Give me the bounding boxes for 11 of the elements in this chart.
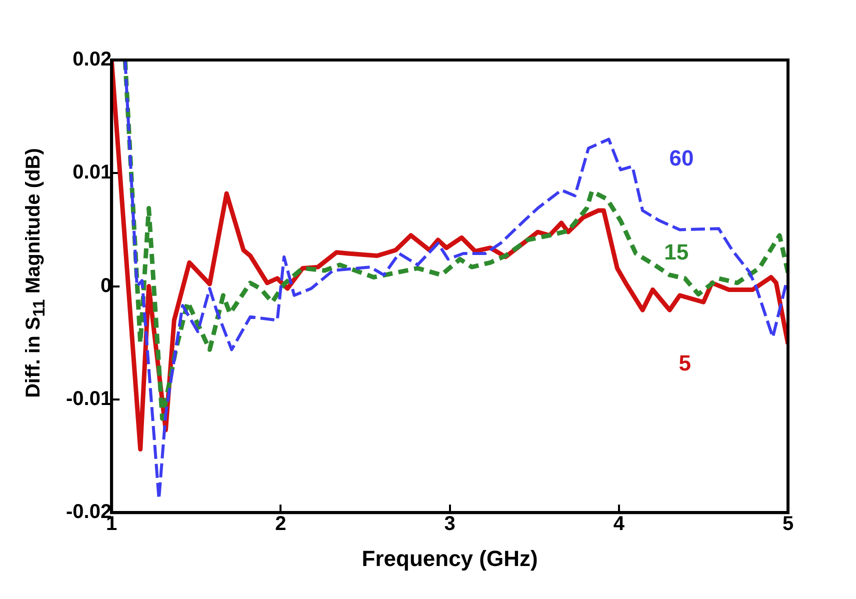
x-tick-label: 4 xyxy=(613,513,626,536)
series-label: 15 xyxy=(664,240,689,265)
x-tick-label: 5 xyxy=(782,513,794,536)
series-label: 60 xyxy=(669,146,694,171)
y-tick-label: 0.01 xyxy=(72,162,112,184)
series-label: 5 xyxy=(678,350,691,376)
y-tick-label: -0.01 xyxy=(66,388,112,410)
x-tick-label: 2 xyxy=(275,513,286,536)
x-axis-title: Frequency (GHz) xyxy=(362,546,538,571)
x-tick-label: 3 xyxy=(444,513,456,536)
y-tick-label: 0.02 xyxy=(72,48,112,71)
